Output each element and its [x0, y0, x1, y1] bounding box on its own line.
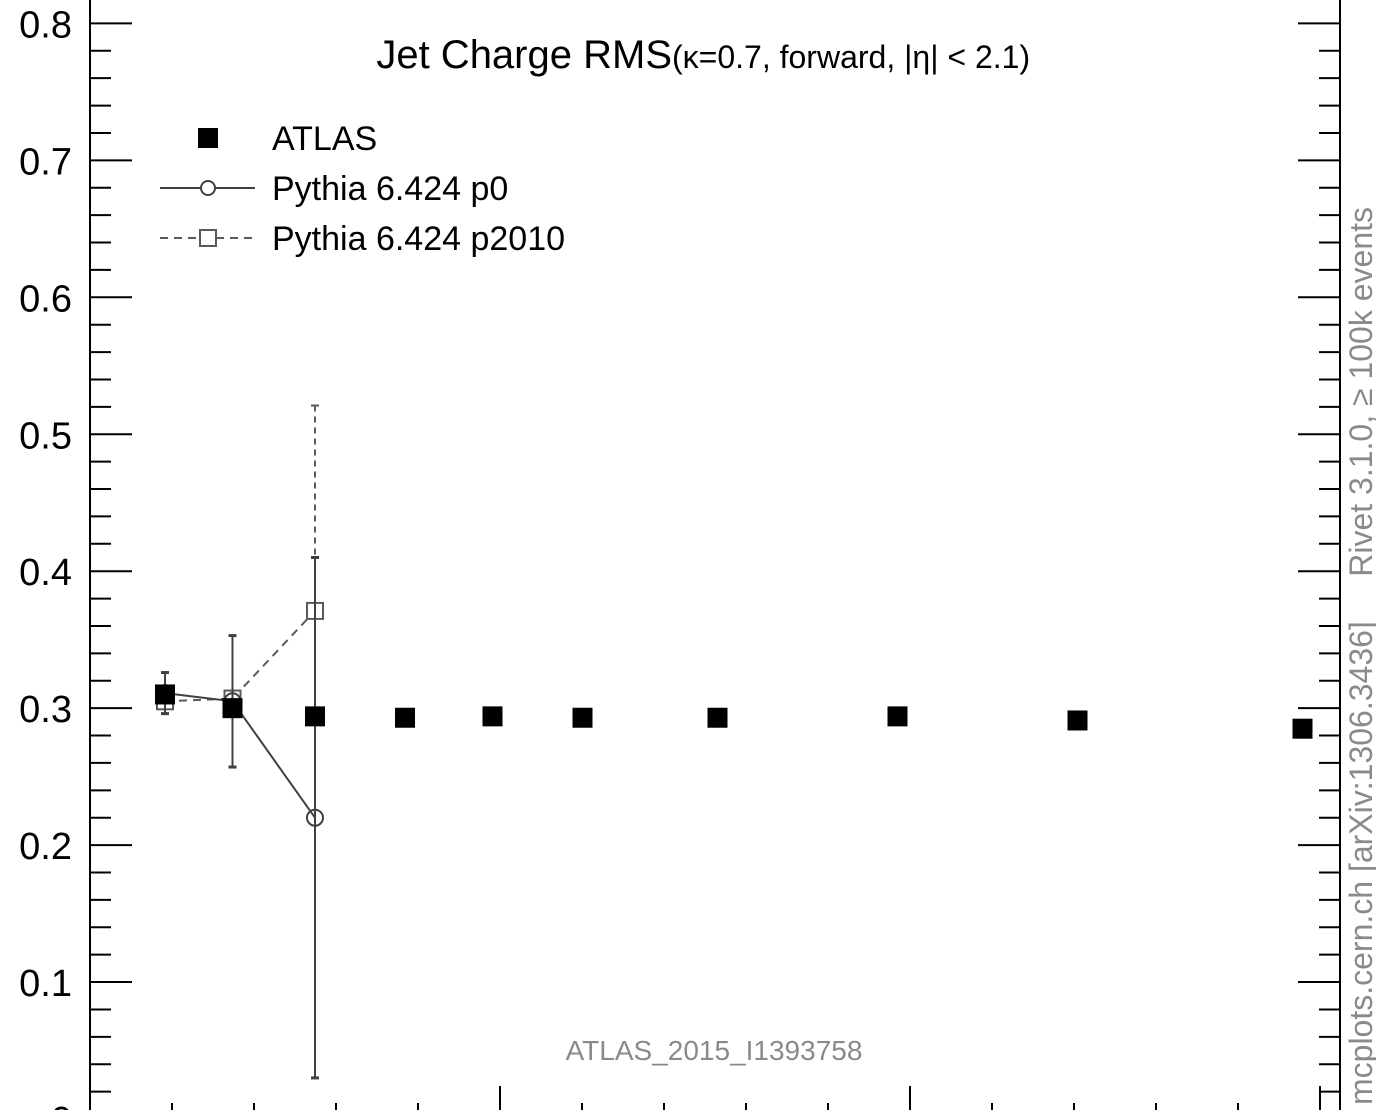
series-layer — [155, 404, 1313, 1080]
atlas-point — [155, 684, 175, 705]
y-tick-label: 0.6 — [19, 278, 72, 320]
atlas-point — [707, 707, 728, 728]
legend-atlas-marker — [198, 128, 218, 148]
legend: ATLAS Pythia 6.424 p0 Pythia 6.424 p2010 — [160, 120, 565, 258]
y-tick-label: 0 — [51, 1100, 72, 1110]
legend-p0-marker — [200, 180, 216, 196]
axis-ticks: 0 0.1 0.2 0.3 0.4 0.5 0.6 0.7 0.8 — [19, 4, 1340, 1110]
y-tick-label: 0.8 — [19, 4, 72, 46]
y-tick-label: 0.2 — [19, 826, 72, 868]
series-atlas — [155, 684, 1313, 739]
chart-title-suffix: (κ=0.7, forward, |η| < 2.1) — [672, 39, 1030, 75]
series-pythia-p0 — [156, 556, 324, 1080]
y-tick-label: 0.7 — [19, 141, 72, 183]
plot-frame — [89, 0, 1341, 1110]
legend-p2010-marker — [199, 229, 217, 247]
atlas-point — [887, 706, 908, 727]
atlas-point — [1067, 710, 1088, 731]
atlas-point — [572, 707, 593, 728]
atlas-point — [222, 698, 243, 719]
p0-point — [306, 808, 324, 827]
legend-label: Pythia 6.424 p0 — [272, 170, 508, 208]
y-tick-label: 0.3 — [19, 689, 72, 731]
atlas-point — [395, 707, 415, 728]
y-tick-label: 0.5 — [19, 415, 72, 457]
legend-label: Pythia 6.424 p2010 — [272, 220, 565, 258]
p2010-line — [164, 610, 316, 703]
chart-title: Jet Charge RMS — [376, 33, 672, 77]
atlas-point — [305, 706, 325, 727]
side-label: mcplots.cern.ch [arXiv:1306.3436] Rivet … — [1343, 207, 1376, 1105]
y-tick-label: 0.1 — [19, 963, 72, 1005]
y-tick-label: 0.4 — [19, 552, 72, 594]
series-pythia-p2010 — [156, 404, 324, 817]
atlas-point — [482, 706, 503, 727]
atlas-point — [1292, 718, 1313, 739]
legend-label: ATLAS — [272, 120, 377, 158]
analysis-label: ATLAS_2015_I1393758 — [566, 1035, 863, 1066]
